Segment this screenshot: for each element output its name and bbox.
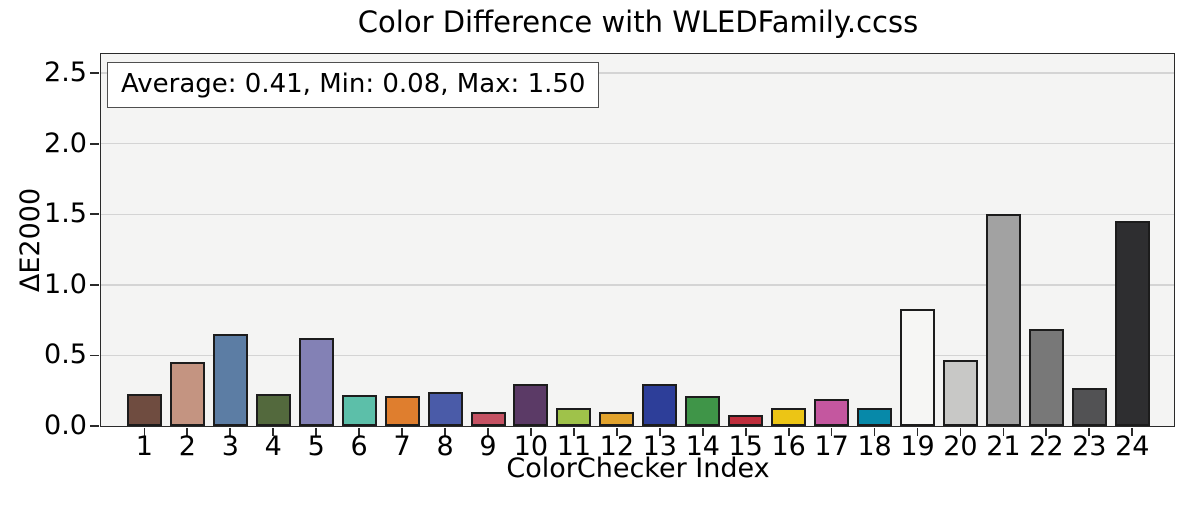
x-tick-mark	[229, 427, 232, 436]
y-tick-mark	[90, 213, 99, 216]
y-tick-label: 0.0	[44, 410, 87, 441]
y-tick-mark	[90, 425, 99, 427]
x-tick-label: 12	[599, 431, 635, 462]
x-tick-mark	[1002, 427, 1005, 436]
bar	[169, 362, 205, 426]
x-tick-label: 24	[1115, 431, 1150, 462]
x-tick-label: 13	[642, 431, 677, 462]
bar	[212, 334, 248, 426]
x-tick-mark	[487, 427, 489, 436]
bar	[857, 407, 893, 426]
y-tick-mark	[90, 142, 99, 145]
bar	[470, 411, 506, 426]
x-tick-label: 22	[1029, 431, 1064, 462]
x-tick-label: 9	[479, 431, 497, 462]
x-tick-label: 15	[728, 431, 763, 462]
bar	[427, 392, 463, 426]
x-tick-mark	[744, 427, 747, 436]
bar	[900, 308, 935, 426]
x-tick-mark	[959, 427, 962, 436]
x-tick-mark	[615, 427, 618, 436]
x-tick-label: 23	[1072, 431, 1107, 462]
bar	[1028, 328, 1064, 426]
x-tick-label: 6	[350, 431, 368, 462]
x-tick-mark	[573, 427, 575, 436]
x-tick-mark	[1131, 427, 1134, 436]
x-tick-label: 7	[393, 431, 411, 462]
bar	[728, 414, 764, 426]
x-tick-mark	[401, 427, 403, 436]
bar	[685, 396, 721, 426]
gridline	[101, 354, 1174, 357]
bar	[1071, 387, 1107, 426]
bar	[513, 383, 549, 426]
y-tick-label: 2.0	[44, 127, 87, 159]
x-tick-mark	[530, 427, 532, 436]
bar	[255, 393, 291, 426]
bar	[814, 399, 850, 426]
gridline	[101, 213, 1174, 215]
x-tick-mark	[658, 427, 661, 436]
x-tick-mark	[830, 427, 833, 436]
x-tick-mark	[787, 427, 790, 436]
bar	[126, 393, 162, 426]
x-tick-label: 19	[900, 431, 935, 462]
x-tick-mark	[873, 427, 876, 436]
y-tick-mark	[90, 72, 99, 74]
x-tick-label: 21	[986, 431, 1021, 462]
x-tick-label: 10	[513, 431, 549, 462]
y-tick-mark	[90, 354, 99, 357]
x-tick-label: 4	[264, 431, 282, 462]
x-tick-mark	[272, 427, 275, 436]
x-tick-mark	[916, 427, 919, 436]
bar	[642, 383, 678, 426]
gridline	[101, 72, 1174, 74]
x-tick-label: 20	[943, 431, 978, 462]
gridline	[101, 142, 1174, 145]
x-tick-label: 5	[307, 431, 325, 462]
x-tick-label: 18	[857, 431, 892, 462]
bar	[1114, 221, 1150, 426]
x-tick-label: 14	[685, 431, 720, 462]
x-tick-mark	[186, 427, 189, 436]
x-tick-mark	[1045, 427, 1048, 436]
stats-annotation-box: Average: 0.41, Min: 0.08, Max: 1.50	[107, 62, 600, 108]
x-tick-label: 1	[135, 431, 153, 462]
bar	[599, 411, 635, 426]
x-tick-mark	[1088, 427, 1091, 436]
x-tick-label: 8	[436, 431, 454, 462]
y-tick-label: 0.5	[44, 339, 87, 371]
y-tick-label: 1.0	[44, 268, 87, 300]
x-tick-mark	[358, 427, 361, 436]
bar	[942, 359, 978, 426]
bar	[384, 396, 420, 426]
bar	[985, 214, 1021, 426]
x-tick-mark	[315, 427, 318, 436]
bar	[771, 407, 807, 426]
bar	[341, 394, 377, 426]
x-tick-mark	[701, 427, 704, 436]
x-tick-label: 11	[556, 431, 592, 462]
x-tick-mark	[444, 427, 446, 436]
y-tick-label: 2.5	[44, 57, 87, 89]
y-tick-mark	[90, 283, 99, 286]
x-axis-label: ColorChecker Index	[506, 453, 770, 484]
x-tick-mark	[143, 427, 146, 436]
y-tick-label: 1.5	[44, 198, 87, 230]
x-tick-label: 3	[221, 431, 239, 462]
plot-area: Average: 0.41, Min: 0.08, Max: 1.50 0.0 0…	[44, 53, 1175, 461]
chart-title: Color Difference with WLEDFamily.ccss	[357, 5, 919, 39]
bar	[556, 407, 592, 426]
x-tick-label: 17	[814, 431, 849, 462]
x-tick-label: 16	[771, 431, 806, 462]
bar	[298, 338, 334, 426]
x-tick-label: 2	[178, 431, 196, 462]
gridline	[101, 284, 1174, 286]
